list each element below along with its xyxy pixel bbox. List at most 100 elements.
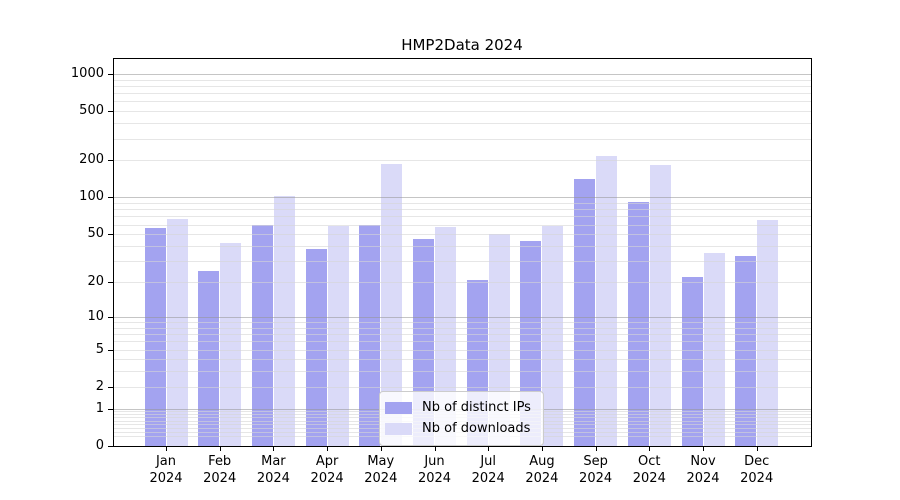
y-tick-label-20: 20 — [87, 274, 104, 290]
x-tick-label-jan: Jan 2024 — [149, 454, 183, 486]
x-tick-mar — [273, 446, 275, 451]
y-tick-0 — [108, 446, 113, 447]
y-tick-label-5: 5 — [95, 341, 104, 357]
minor-gridline — [113, 111, 811, 113]
major-gridline — [113, 197, 811, 199]
minor-gridline — [113, 322, 811, 323]
minor-gridline — [113, 138, 811, 140]
bar-downloads-feb — [220, 243, 242, 446]
bar-downloads-dec — [757, 219, 779, 446]
y-tick-label-200: 200 — [79, 152, 104, 168]
y-tick-10 — [108, 316, 113, 318]
left-spine — [113, 58, 114, 447]
legend-entry-distinct-ips: Nb of distinct IPs — [385, 397, 535, 418]
minor-gridline — [113, 79, 811, 81]
minor-gridline — [113, 386, 811, 388]
y-tick-label-10: 10 — [87, 308, 104, 324]
x-tick-label-jul: Jul 2024 — [471, 454, 505, 486]
minor-gridline — [113, 282, 811, 284]
chart-title: HMP2Data 2024 — [401, 36, 523, 54]
bar-downloads-sep — [596, 156, 618, 446]
x-tick-label-dec: Dec 2024 — [740, 454, 774, 486]
minor-gridline — [113, 209, 811, 211]
y-tick-label-1: 1 — [95, 400, 104, 416]
bar-downloads-oct — [649, 164, 671, 446]
bar-downloads-aug — [542, 226, 564, 446]
y-tick-50 — [108, 234, 113, 236]
minor-gridline — [113, 359, 811, 361]
legend-label-downloads: Nb of downloads — [422, 421, 531, 436]
minor-gridline — [113, 101, 811, 103]
bar-distinct-ips-sep — [574, 179, 596, 446]
minor-gridline — [113, 85, 811, 87]
x-tick-jun — [434, 446, 436, 451]
bar-downloads-mar — [273, 195, 295, 446]
y-tick-20 — [108, 282, 113, 284]
x-tick-label-sep: Sep 2024 — [579, 454, 613, 486]
minor-gridline — [113, 261, 811, 263]
x-tick-label-mar: Mar 2024 — [256, 454, 290, 486]
x-tick-sep — [595, 446, 597, 451]
y-tick-100 — [108, 197, 113, 199]
y-tick-2 — [108, 386, 113, 388]
bar-distinct-ips-mar — [251, 224, 273, 446]
x-tick-label-aug: Aug 2024 — [525, 454, 559, 486]
x-tick-jul — [488, 446, 490, 451]
x-tick-label-jun: Jun 2024 — [417, 454, 452, 486]
minor-gridline — [113, 123, 811, 125]
y-tick-label-100: 100 — [79, 189, 104, 205]
x-tick-apr — [327, 446, 329, 451]
y-tick-label-0: 0 — [95, 438, 104, 453]
minor-gridline — [113, 341, 811, 343]
minor-gridline — [113, 371, 811, 373]
y-tick-label-500: 500 — [79, 103, 104, 119]
x-tick-label-feb: Feb 2024 — [203, 454, 237, 486]
x-tick-dec — [756, 446, 758, 451]
bottom-spine — [113, 446, 812, 447]
y-tick-5 — [108, 349, 113, 351]
y-tick-label-1000: 1000 — [70, 65, 104, 81]
x-tick-feb — [219, 446, 221, 451]
legend-entry-downloads: Nb of downloads — [385, 418, 535, 439]
y-tick-label-50: 50 — [87, 226, 104, 242]
right-spine — [811, 58, 812, 447]
y-tick-label-2: 2 — [95, 378, 104, 394]
minor-gridline — [113, 234, 811, 236]
legend-label-distinct-ips: Nb of distinct IPs — [422, 400, 531, 415]
x-tick-oct — [649, 446, 651, 451]
minor-gridline — [113, 246, 811, 247]
y-tick-500 — [108, 111, 113, 113]
x-tick-label-may: May 2024 — [364, 454, 398, 486]
minor-gridline — [113, 216, 811, 218]
y-tick-1 — [108, 408, 113, 410]
minor-gridline — [113, 334, 811, 336]
legend-swatch-downloads-icon — [385, 422, 412, 435]
x-tick-nov — [703, 446, 704, 451]
minor-gridline — [113, 327, 811, 329]
major-gridline — [113, 73, 811, 75]
minor-gridline — [113, 349, 811, 351]
x-tick-jan — [166, 446, 167, 451]
bar-distinct-ips-may — [359, 224, 381, 446]
minor-gridline — [113, 203, 811, 205]
legend-swatch-distinct-ips-icon — [385, 401, 412, 414]
legend: Nb of distinct IPs Nb of downloads — [379, 391, 544, 446]
bar-distinct-ips-apr — [305, 248, 327, 446]
x-tick-label-oct: Oct 2024 — [632, 454, 666, 486]
y-tick-1000 — [108, 73, 113, 75]
top-spine — [113, 58, 812, 59]
bar-distinct-ips-nov — [681, 277, 703, 446]
major-gridline — [113, 316, 811, 318]
x-tick-label-apr: Apr 2024 — [310, 454, 344, 486]
x-tick-label-nov: Nov 2024 — [686, 454, 720, 486]
bar-distinct-ips-oct — [627, 201, 649, 446]
bar-distinct-ips-dec — [735, 256, 757, 446]
bar-downloads-apr — [327, 225, 349, 446]
bar-distinct-ips-feb — [198, 270, 220, 446]
x-tick-aug — [541, 446, 543, 451]
bar-downloads-jan — [166, 218, 188, 446]
y-tick-200 — [108, 160, 113, 162]
minor-gridline — [113, 224, 811, 226]
minor-gridline — [113, 93, 811, 95]
